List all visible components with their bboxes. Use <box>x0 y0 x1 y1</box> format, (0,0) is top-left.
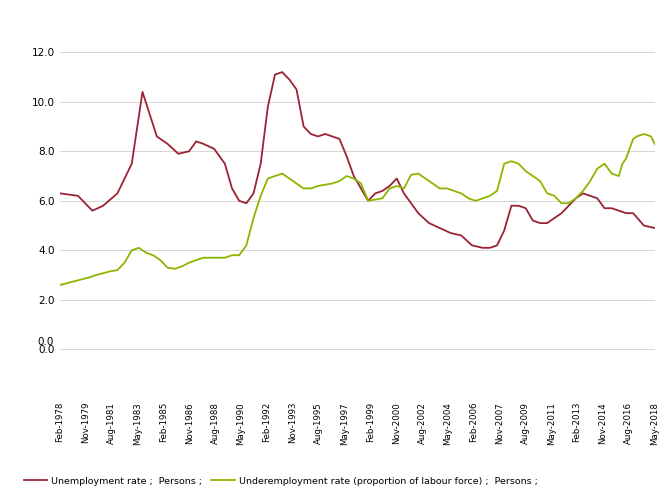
Unemployment rate ;  Persons ; <box>278 69 286 75</box>
Underemployment rate (proportion of labour force) ;  Persons ; <box>361 189 369 195</box>
Line: Underemployment rate (proportion of labour force) ;  Persons ;: Underemployment rate (proportion of labo… <box>60 134 655 285</box>
Underemployment rate (proportion of labour force) ;  Persons ; <box>56 282 64 288</box>
Unemployment rate ;  Persons ; <box>479 245 487 251</box>
Unemployment rate ;  Persons ; <box>651 225 659 231</box>
Underemployment rate (proportion of labour force) ;  Persons ; <box>267 174 275 180</box>
Unemployment rate ;  Persons ; <box>138 89 146 95</box>
Unemployment rate ;  Persons ; <box>364 198 372 204</box>
Underemployment rate (proportion of labour force) ;  Persons ; <box>640 131 648 137</box>
Underemployment rate (proportion of labour force) ;  Persons ; <box>651 141 659 147</box>
Unemployment rate ;  Persons ; <box>267 88 275 94</box>
Unemployment rate ;  Persons ; <box>450 231 458 237</box>
Unemployment rate ;  Persons ; <box>357 186 365 192</box>
Legend: Unemployment rate ;  Persons ;, Underemployment rate (proportion of labour force: Unemployment rate ; Persons ;, Underempl… <box>20 473 541 490</box>
Underemployment rate (proportion of labour force) ;  Persons ; <box>138 248 146 253</box>
Line: Unemployment rate ;  Persons ;: Unemployment rate ; Persons ; <box>60 72 655 248</box>
Underemployment rate (proportion of labour force) ;  Persons ; <box>135 245 143 251</box>
Unemployment rate ;  Persons ; <box>56 191 64 197</box>
Underemployment rate (proportion of labour force) ;  Persons ; <box>353 178 361 184</box>
Unemployment rate ;  Persons ; <box>135 113 143 119</box>
Underemployment rate (proportion of labour force) ;  Persons ; <box>446 187 454 193</box>
Text: 0.0: 0.0 <box>38 337 54 347</box>
